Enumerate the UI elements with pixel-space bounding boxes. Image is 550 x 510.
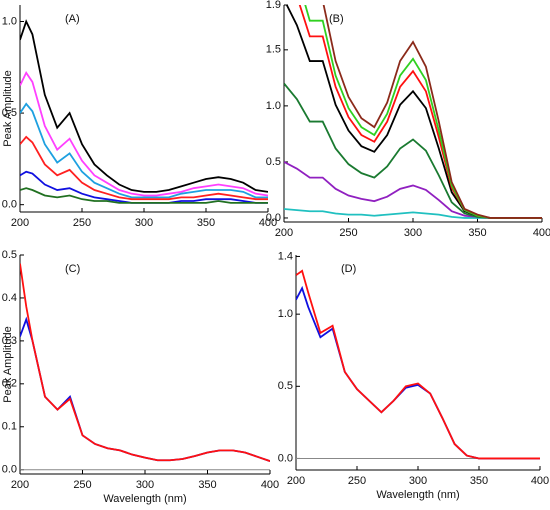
- y-tick-label: 1.0: [266, 100, 281, 112]
- y-tick-label: 1.0: [2, 15, 17, 27]
- y-tick-label: 1.4: [278, 250, 293, 262]
- x-tick-label: 250: [339, 227, 357, 239]
- x-tick-label: 200: [11, 217, 29, 229]
- x-tick-label: 350: [197, 217, 215, 229]
- y-tick-label: 0.3: [2, 335, 17, 347]
- y-tick-label: 0.0: [266, 212, 281, 224]
- series-line: [284, 161, 542, 219]
- x-tick-label: 250: [348, 475, 366, 487]
- panel: 0.0 0.5 1.0 1.5 1.9 200 250 300 350 400 (B): [266, 0, 550, 239]
- y-tick-label: 0.0: [2, 464, 17, 476]
- x-tick-label: 350: [468, 227, 486, 239]
- y-tick-label: 0.5: [266, 156, 281, 168]
- panel: 0.0 0.1 0.2 0.3 0.4 0.5 200 250 300 350 400 (C) Wave…: [2, 249, 279, 505]
- x-tick-label: 400: [261, 479, 279, 491]
- x-axis-label: Wavelength (nm): [103, 493, 186, 505]
- x-tick-label: 400: [533, 227, 550, 239]
- series-line: [296, 269, 540, 460]
- x-tick-label: 400: [259, 217, 277, 229]
- series-line: [20, 187, 268, 204]
- y-tick-label: 0.0: [278, 452, 293, 464]
- x-tick-label: 200: [11, 479, 29, 491]
- y-tick-label: 0.5: [278, 380, 293, 392]
- panel-label: (D): [341, 263, 356, 275]
- x-tick-label: 350: [470, 475, 488, 487]
- y-tick-label: 0.5: [2, 249, 17, 261]
- x-tick-label: 350: [198, 479, 216, 491]
- panel: 0.0 0.5 1.0 200 250 300 350 400 (A) Peak Amplitud…: [2, 5, 277, 229]
- x-tick-label: 200: [275, 227, 293, 239]
- series-line: [20, 102, 268, 199]
- panel-label: (B): [329, 13, 344, 25]
- y-tick-label: 0.2: [2, 378, 17, 390]
- series-line: [20, 70, 268, 197]
- x-tick-label: 200: [287, 475, 305, 487]
- x-tick-label: 300: [409, 475, 427, 487]
- y-axis-label: Peak Amplitude: [2, 326, 14, 402]
- x-axis-label: Wavelength (nm): [376, 489, 459, 501]
- x-tick-label: 250: [73, 217, 91, 229]
- y-axis-label: Peak Amplitude: [2, 70, 14, 146]
- panel-label: (A): [65, 13, 80, 25]
- series-line: [322, 5, 542, 219]
- series-line: [284, 208, 542, 219]
- series-line: [284, 82, 542, 219]
- y-tick-label: 0.4: [2, 292, 17, 304]
- panel-label: (C): [65, 263, 80, 275]
- series-line: [20, 263, 270, 462]
- y-tick-label: 0.1: [2, 421, 17, 433]
- x-tick-label: 300: [135, 217, 153, 229]
- x-tick-label: 300: [136, 479, 154, 491]
- y-tick-label: 1.0: [278, 308, 293, 320]
- x-tick-label: 400: [531, 475, 549, 487]
- y-tick-label: 1.5: [266, 44, 281, 56]
- y-tick-label: 0.5: [2, 107, 17, 119]
- series-line: [20, 135, 268, 201]
- series-line: [20, 316, 270, 462]
- y-tick-label: 0.0: [2, 199, 17, 211]
- series-line: [20, 19, 268, 193]
- series-line: [296, 285, 540, 460]
- panel: 0.0 0.5 1.0 1.4 200 250 300 350 400 (D) Wavelength…: [278, 250, 549, 501]
- x-tick-label: 300: [404, 227, 422, 239]
- x-tick-label: 250: [73, 479, 91, 491]
- y-tick-label: 1.9: [266, 0, 281, 11]
